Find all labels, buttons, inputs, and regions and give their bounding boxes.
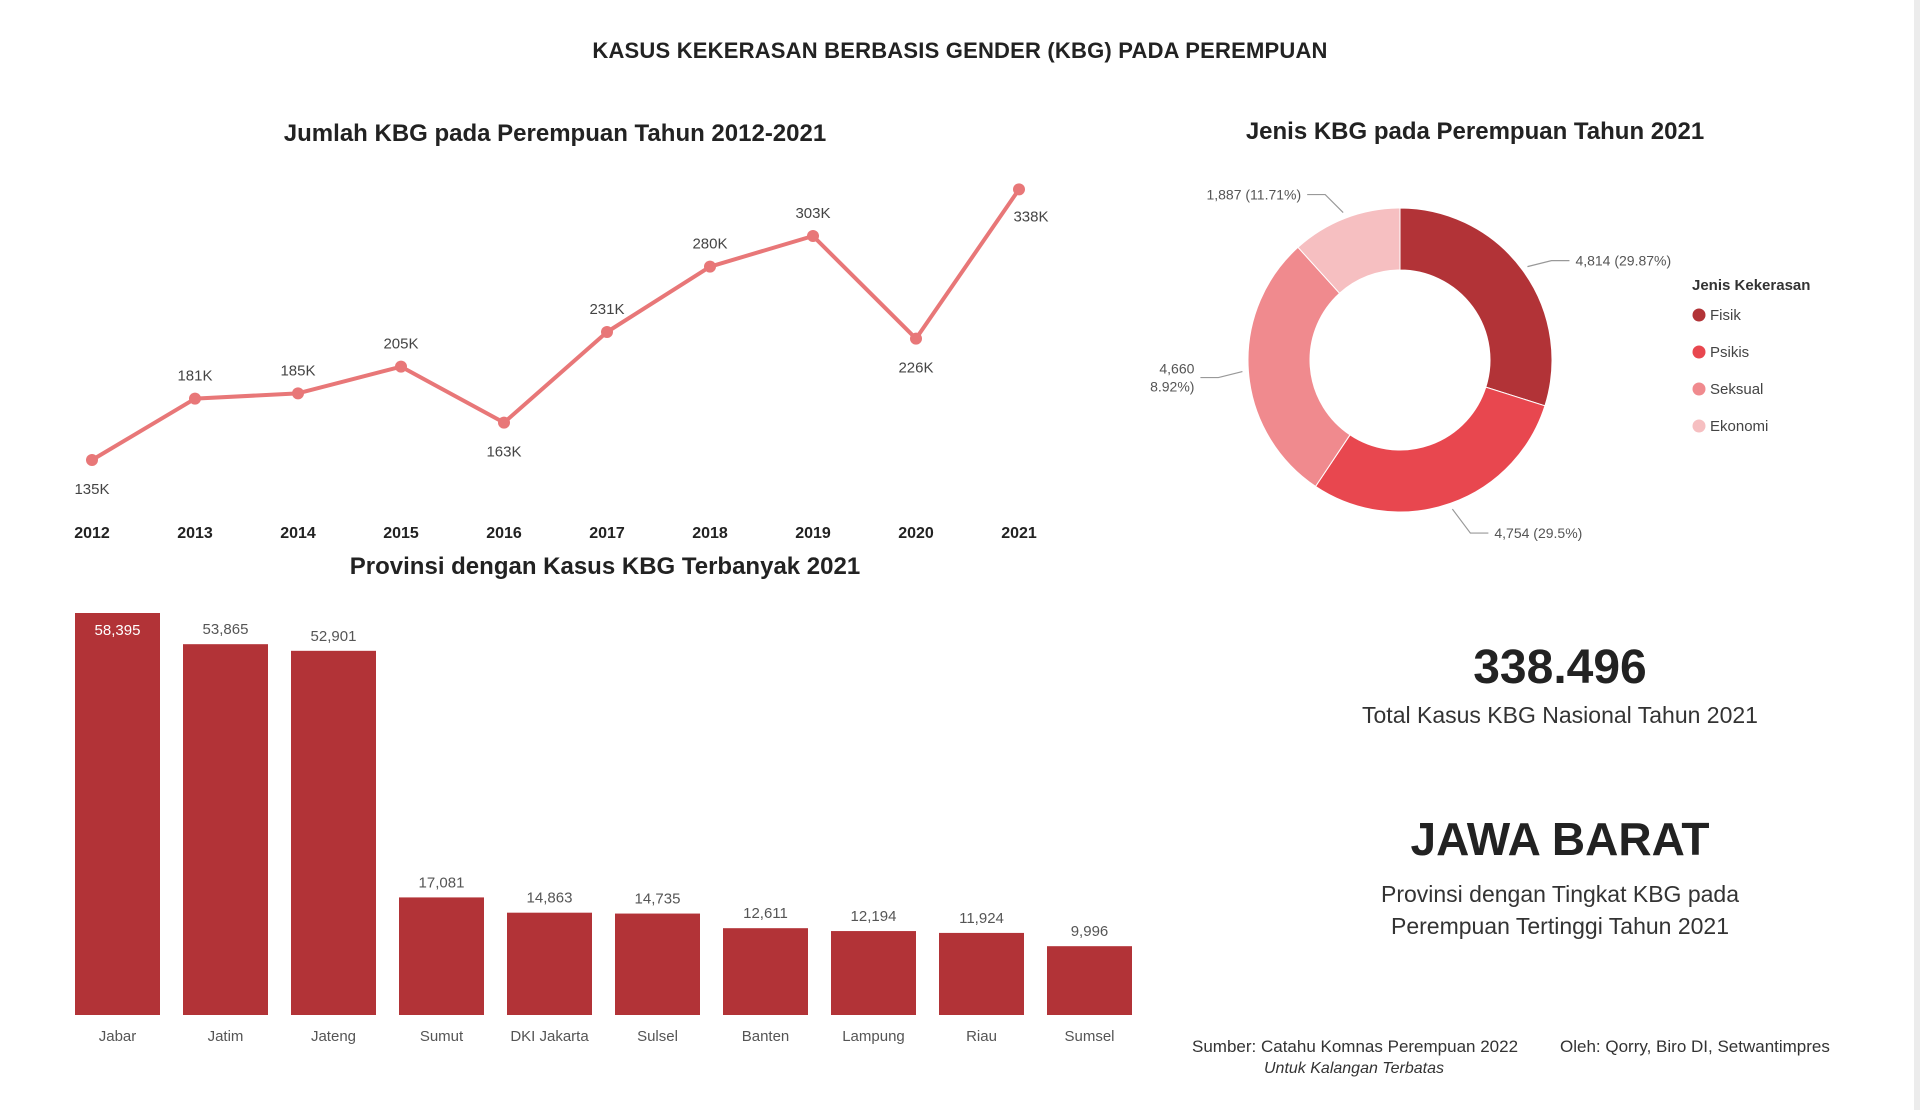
bar-dki-jakarta [507, 912, 592, 1015]
line-series [90, 188, 1021, 462]
line-point [1013, 183, 1025, 196]
legend-swatch [1692, 419, 1706, 433]
donut-slice-seksual [1247, 246, 1351, 488]
donut-slice-psikis [1314, 386, 1546, 513]
bar-sumsel [1047, 946, 1132, 1015]
donut-leader-line [1527, 260, 1570, 268]
legend-item-ekonomi: Ekonomi [1710, 418, 1768, 435]
bar-data-label: 12,611 [743, 905, 788, 922]
legend-item-seksual: Seksual [1710, 381, 1763, 398]
line-x-tick-label: 2021 [1001, 525, 1037, 542]
line-point [807, 230, 819, 242]
line-point [601, 326, 613, 338]
bar-chart-title: Provinsi dengan Kasus KBG Terbanyak 2021 [349, 553, 861, 580]
footer-note: Untuk Kalangan Terbatas [1264, 1060, 1444, 1077]
line-x-tick-label: 2019 [795, 525, 831, 542]
line-chart: 135K 2012 181K 2013 185K 2014 205K 2015 163K 2016… [74, 183, 1049, 542]
line-data-label: 226K [898, 360, 933, 377]
bar-x-tick-label: Banten [742, 1028, 790, 1045]
bar-jatim [183, 644, 268, 1015]
legend-swatch [1692, 308, 1706, 322]
line-data-label: 163K [486, 444, 521, 461]
total-cases-number: 338.496 [1473, 641, 1647, 694]
line-x-tick-label: 2013 [177, 525, 213, 542]
top-province-caption-text: Provinsi dengan Tingkat KBG pada Perempu… [1380, 881, 1739, 939]
footer-author: Oleh: Qorry, Biro DI, Setwantimpres [1560, 1037, 1830, 1056]
line-point [395, 360, 407, 373]
bar-x-tick-label: Jabar [99, 1028, 137, 1045]
line-x-tick-label: 2014 [280, 525, 316, 542]
line-data-label: 280K [692, 236, 727, 253]
top-province-caption: Provinsi dengan Tingkat KBG pada Perempu… [1300, 878, 1820, 942]
line-x-tick-label: 2020 [898, 525, 934, 542]
main-title: KASUS KEKERASAN BERBASIS GENDER (KBG) PA… [592, 38, 1328, 63]
legend-title: Jenis Kekerasan [1692, 277, 1810, 294]
top-province-name: JAWA BARAT [1410, 813, 1710, 865]
legend-swatch [1692, 345, 1706, 359]
donut-leader-line [1200, 371, 1243, 379]
bar-data-label: 17,081 [419, 874, 465, 891]
bar-banten [723, 928, 808, 1015]
donut-data-label-pct: (28.92%) [1150, 379, 1194, 395]
line-data-label: 338K [1013, 208, 1048, 225]
bar-jateng [291, 650, 376, 1015]
donut-leader-line [1307, 193, 1344, 213]
bar-sumut [399, 897, 484, 1015]
page-edge-divider [1914, 0, 1920, 1110]
bar-sulsel [615, 913, 700, 1015]
bar-x-tick-label: DKI Jakarta [510, 1028, 589, 1045]
donut-data-label: 4,814 (29.87%) [1575, 253, 1671, 269]
donut-data-label: 4,660 [1159, 361, 1194, 377]
legend-item-fisik: Fisik [1710, 307, 1741, 324]
line-chart-title: Jumlah KBG pada Perempuan Tahun 2012-202… [283, 120, 827, 147]
legend-swatch [1692, 382, 1706, 396]
line-x-tick-label: 2017 [589, 525, 625, 542]
line-x-tick-label: 2016 [486, 525, 522, 542]
bar-x-tick-label: Riau [966, 1028, 997, 1045]
bar-x-tick-label: Lampung [842, 1028, 905, 1045]
line-data-label: 185K [280, 362, 315, 379]
bar-chart: 58,395 Jabar 53,865 Jatim 52,901 Jateng 17,081… [75, 613, 1132, 1045]
bar-data-label: 11,924 [959, 910, 1004, 927]
line-x-tick-label: 2015 [383, 525, 419, 542]
line-point [704, 260, 716, 273]
line-point [910, 332, 922, 345]
bar-x-tick-label: Sumut [420, 1028, 464, 1045]
line-data-label: 181K [177, 368, 212, 385]
line-point [86, 454, 98, 466]
bar-data-label: 53,865 [203, 621, 249, 638]
line-data-label: 135K [74, 481, 109, 498]
line-point [498, 416, 510, 429]
bar-x-tick-label: Jateng [311, 1028, 356, 1045]
bar-data-label: 58,395 [95, 622, 141, 639]
donut-chart: 4,814 (29.87%) 4,754 (29.5%) 4,660 (28.92%)… [1150, 187, 1810, 541]
bar-lampung [831, 931, 916, 1015]
line-point [189, 392, 201, 405]
donut-data-label: 1,887 (11.71%) [1206, 187, 1301, 203]
total-cases-caption: Total Kasus KBG Nasional Tahun 2021 [1362, 702, 1758, 728]
line-data-label: 205K [383, 336, 418, 353]
legend-item-psikis: Psikis [1710, 344, 1749, 361]
bar-riau [939, 932, 1024, 1015]
bar-data-label: 52,901 [311, 628, 357, 645]
bar-x-tick-label: Sulsel [637, 1028, 678, 1045]
line-x-tick-label: 2012 [74, 525, 110, 542]
bar-x-tick-label: Sumsel [1064, 1028, 1114, 1045]
footer-source: Sumber: Catahu Komnas Perempuan 2022 [1192, 1037, 1519, 1056]
bar-data-label: 12,194 [851, 908, 897, 925]
line-point [292, 387, 304, 400]
donut-chart-title: Jenis KBG pada Perempuan Tahun 2021 [1245, 118, 1705, 145]
donut-slice-ekonomi [1297, 207, 1401, 294]
donut-leader-line [1451, 508, 1489, 534]
bar-data-label: 14,863 [527, 890, 573, 907]
line-x-tick-label: 2018 [692, 525, 728, 542]
bar-jabar [75, 613, 160, 1015]
bar-data-label: 9,996 [1071, 923, 1109, 940]
bar-data-label: 14,735 [635, 891, 681, 908]
line-data-label: 303K [795, 205, 830, 222]
bar-x-tick-label: Jatim [208, 1028, 244, 1045]
donut-data-label: 4,754 (29.5%) [1494, 525, 1582, 541]
donut-slice-fisik [1399, 207, 1553, 407]
line-data-label: 231K [589, 301, 624, 318]
